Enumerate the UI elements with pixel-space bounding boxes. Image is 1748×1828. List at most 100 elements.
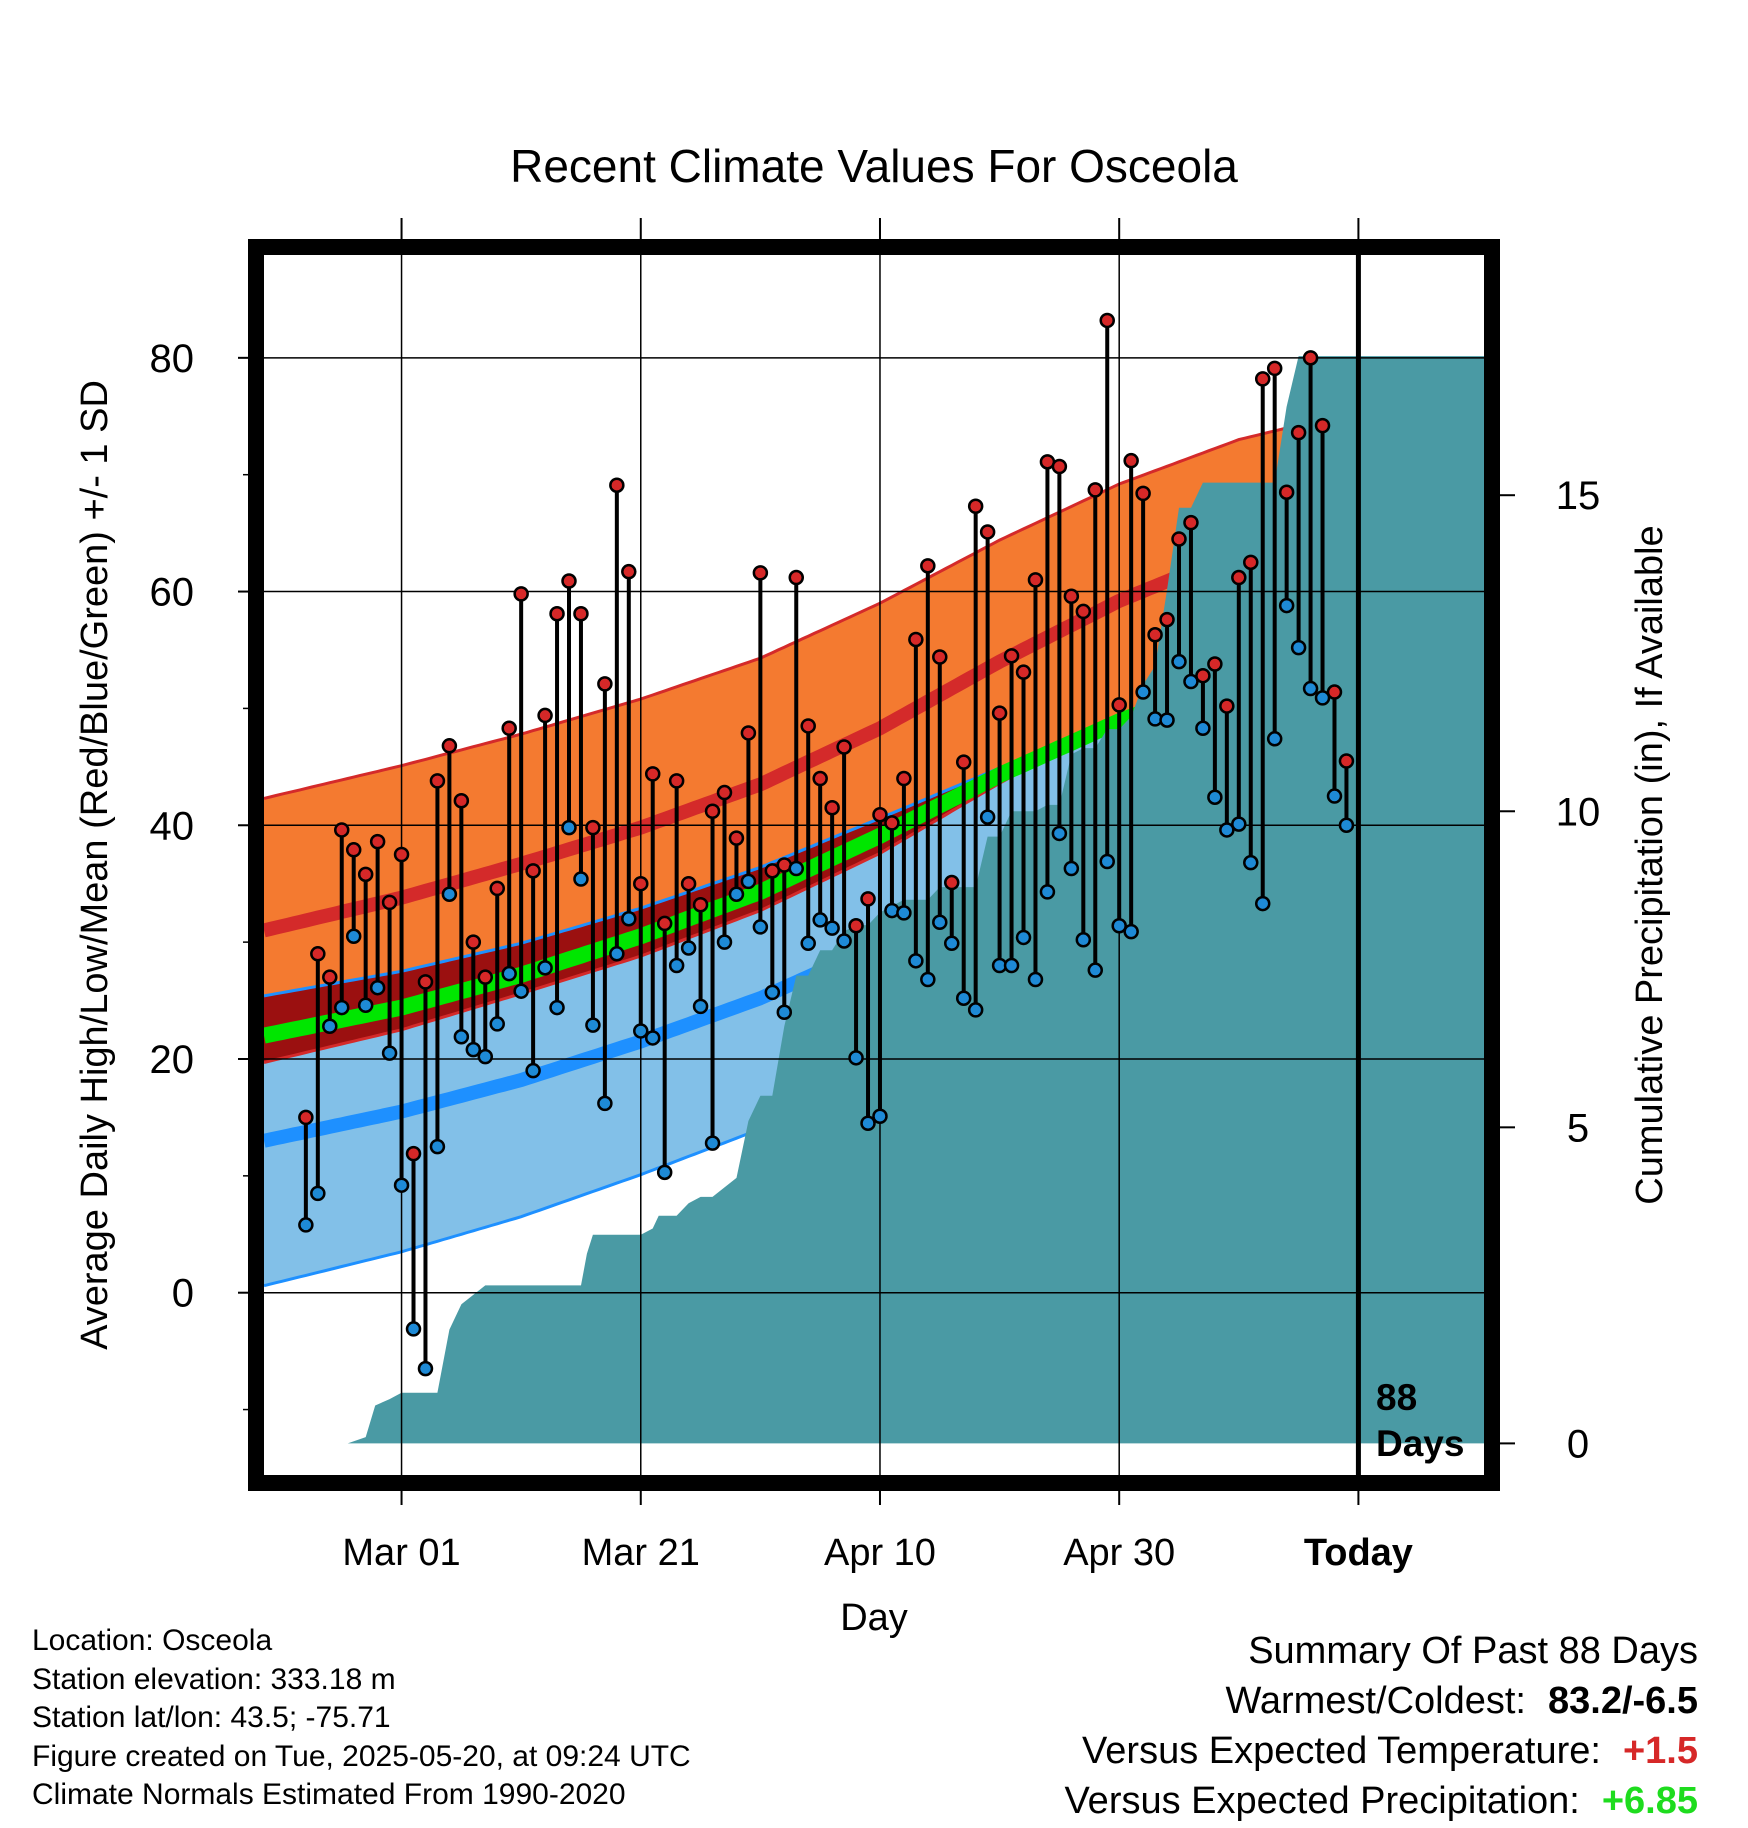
high-point (943, 874, 960, 891)
high-point (1003, 648, 1020, 664)
high-point (1075, 603, 1092, 620)
high-point (1087, 482, 1104, 498)
high-point (955, 754, 972, 770)
x-tick-label: Mar 01 (342, 1532, 460, 1574)
high-point (1302, 350, 1319, 366)
location-text: Location: Osceola (32, 1624, 273, 1657)
low-point (573, 871, 589, 887)
low-point (609, 946, 625, 962)
low-point (752, 919, 769, 935)
y-axis-label: Average Daily High/Low/Mean (Red/Blue/Gr… (74, 380, 116, 1350)
high-point (1111, 697, 1127, 713)
high-point (860, 891, 876, 907)
low-point (1183, 673, 1199, 690)
precip-row: Versus Expected Precipitation: +6.85 (1064, 1776, 1698, 1826)
high-point (621, 563, 637, 580)
low-point (333, 999, 350, 1016)
high-point (668, 773, 685, 789)
high-point (1195, 667, 1211, 684)
high-point (441, 738, 458, 754)
low-point (908, 953, 924, 969)
high-point (405, 1145, 422, 1162)
temp-row: Versus Expected Temperature: +1.5 (1064, 1726, 1698, 1776)
latlon-text: Station lat/lon: 43.5; -75.71 (32, 1701, 391, 1734)
summary-panel: Summary Of Past 88 Days Warmest/Coldest:… (1064, 1626, 1698, 1826)
low-point (549, 999, 565, 1016)
y2-tick-label: 5 (1567, 1106, 1589, 1150)
summary-title: Summary Of Past 88 Days (1248, 1630, 1698, 1672)
high-point (1219, 698, 1235, 714)
high-point (1027, 572, 1044, 588)
low-point (597, 1095, 613, 1112)
high-point (585, 819, 601, 836)
high-point (1338, 753, 1355, 769)
high-point (932, 649, 948, 665)
high-point (561, 573, 577, 589)
high-point (453, 792, 470, 809)
low-point (537, 960, 553, 976)
low-point (872, 1108, 888, 1124)
low-point (848, 1050, 864, 1066)
high-point (298, 1109, 314, 1126)
x-tick-label: Apr 30 (1063, 1532, 1175, 1574)
low-point (1278, 597, 1295, 614)
low-point (1111, 918, 1127, 934)
low-point (1171, 653, 1187, 670)
y-tick-label: 20 (150, 1038, 195, 1082)
low-point (489, 1016, 505, 1032)
y-tick-label: 40 (150, 804, 195, 848)
low-point (429, 1138, 446, 1155)
y2-axis-label: Cumulative Precipitation (in), If Availa… (1629, 525, 1671, 1204)
low-point (345, 928, 362, 945)
low-point (1314, 690, 1331, 706)
low-point (501, 965, 517, 982)
low-point (1123, 923, 1139, 940)
high-point (513, 586, 529, 602)
high-point (764, 863, 781, 879)
low-point (740, 873, 757, 890)
high-point (310, 946, 326, 962)
high-point (740, 725, 757, 741)
high-point (1099, 312, 1115, 329)
low-point (585, 1017, 601, 1033)
high-point (573, 606, 589, 622)
high-point (465, 934, 482, 950)
high-point (752, 565, 769, 581)
low-point (788, 860, 805, 877)
low-point (644, 1030, 661, 1046)
high-point (1051, 458, 1068, 475)
y-tick-label: 60 (150, 571, 195, 615)
low-point (525, 1062, 541, 1079)
low-point (704, 1135, 721, 1151)
high-point (1290, 424, 1307, 441)
high-point (489, 880, 505, 897)
low-point (1326, 788, 1343, 804)
high-point (991, 705, 1008, 721)
low-point (967, 1002, 984, 1018)
low-point (668, 957, 685, 974)
high-point (429, 773, 446, 789)
low-point (322, 1018, 338, 1035)
low-point (1051, 825, 1068, 842)
high-point (1147, 627, 1163, 643)
low-point (357, 997, 374, 1013)
plot-frame (248, 239, 1500, 1491)
low-point (1302, 680, 1319, 697)
high-point (680, 875, 697, 892)
high-point (967, 498, 984, 514)
high-point (824, 799, 840, 816)
station-info: Location: Osceola Station elevation: 333… (32, 1622, 691, 1815)
low-point (824, 920, 840, 936)
warm-cold-label: Warmest/Coldest: (1225, 1680, 1526, 1722)
low-point (1075, 932, 1092, 948)
low-point (1027, 971, 1044, 988)
high-point (549, 606, 565, 622)
low-point (1290, 639, 1307, 656)
axes: 0 20 40 60 80 0 5 10 15 Mar 01 Mar 21 Apr 10 Apr 30 T… (150, 218, 1600, 1574)
high-point (728, 830, 745, 846)
high-point (848, 918, 864, 934)
high-point (896, 770, 912, 787)
high-point (788, 569, 805, 586)
high-point (1278, 484, 1295, 500)
y-tick-label: 0 (172, 1272, 194, 1316)
